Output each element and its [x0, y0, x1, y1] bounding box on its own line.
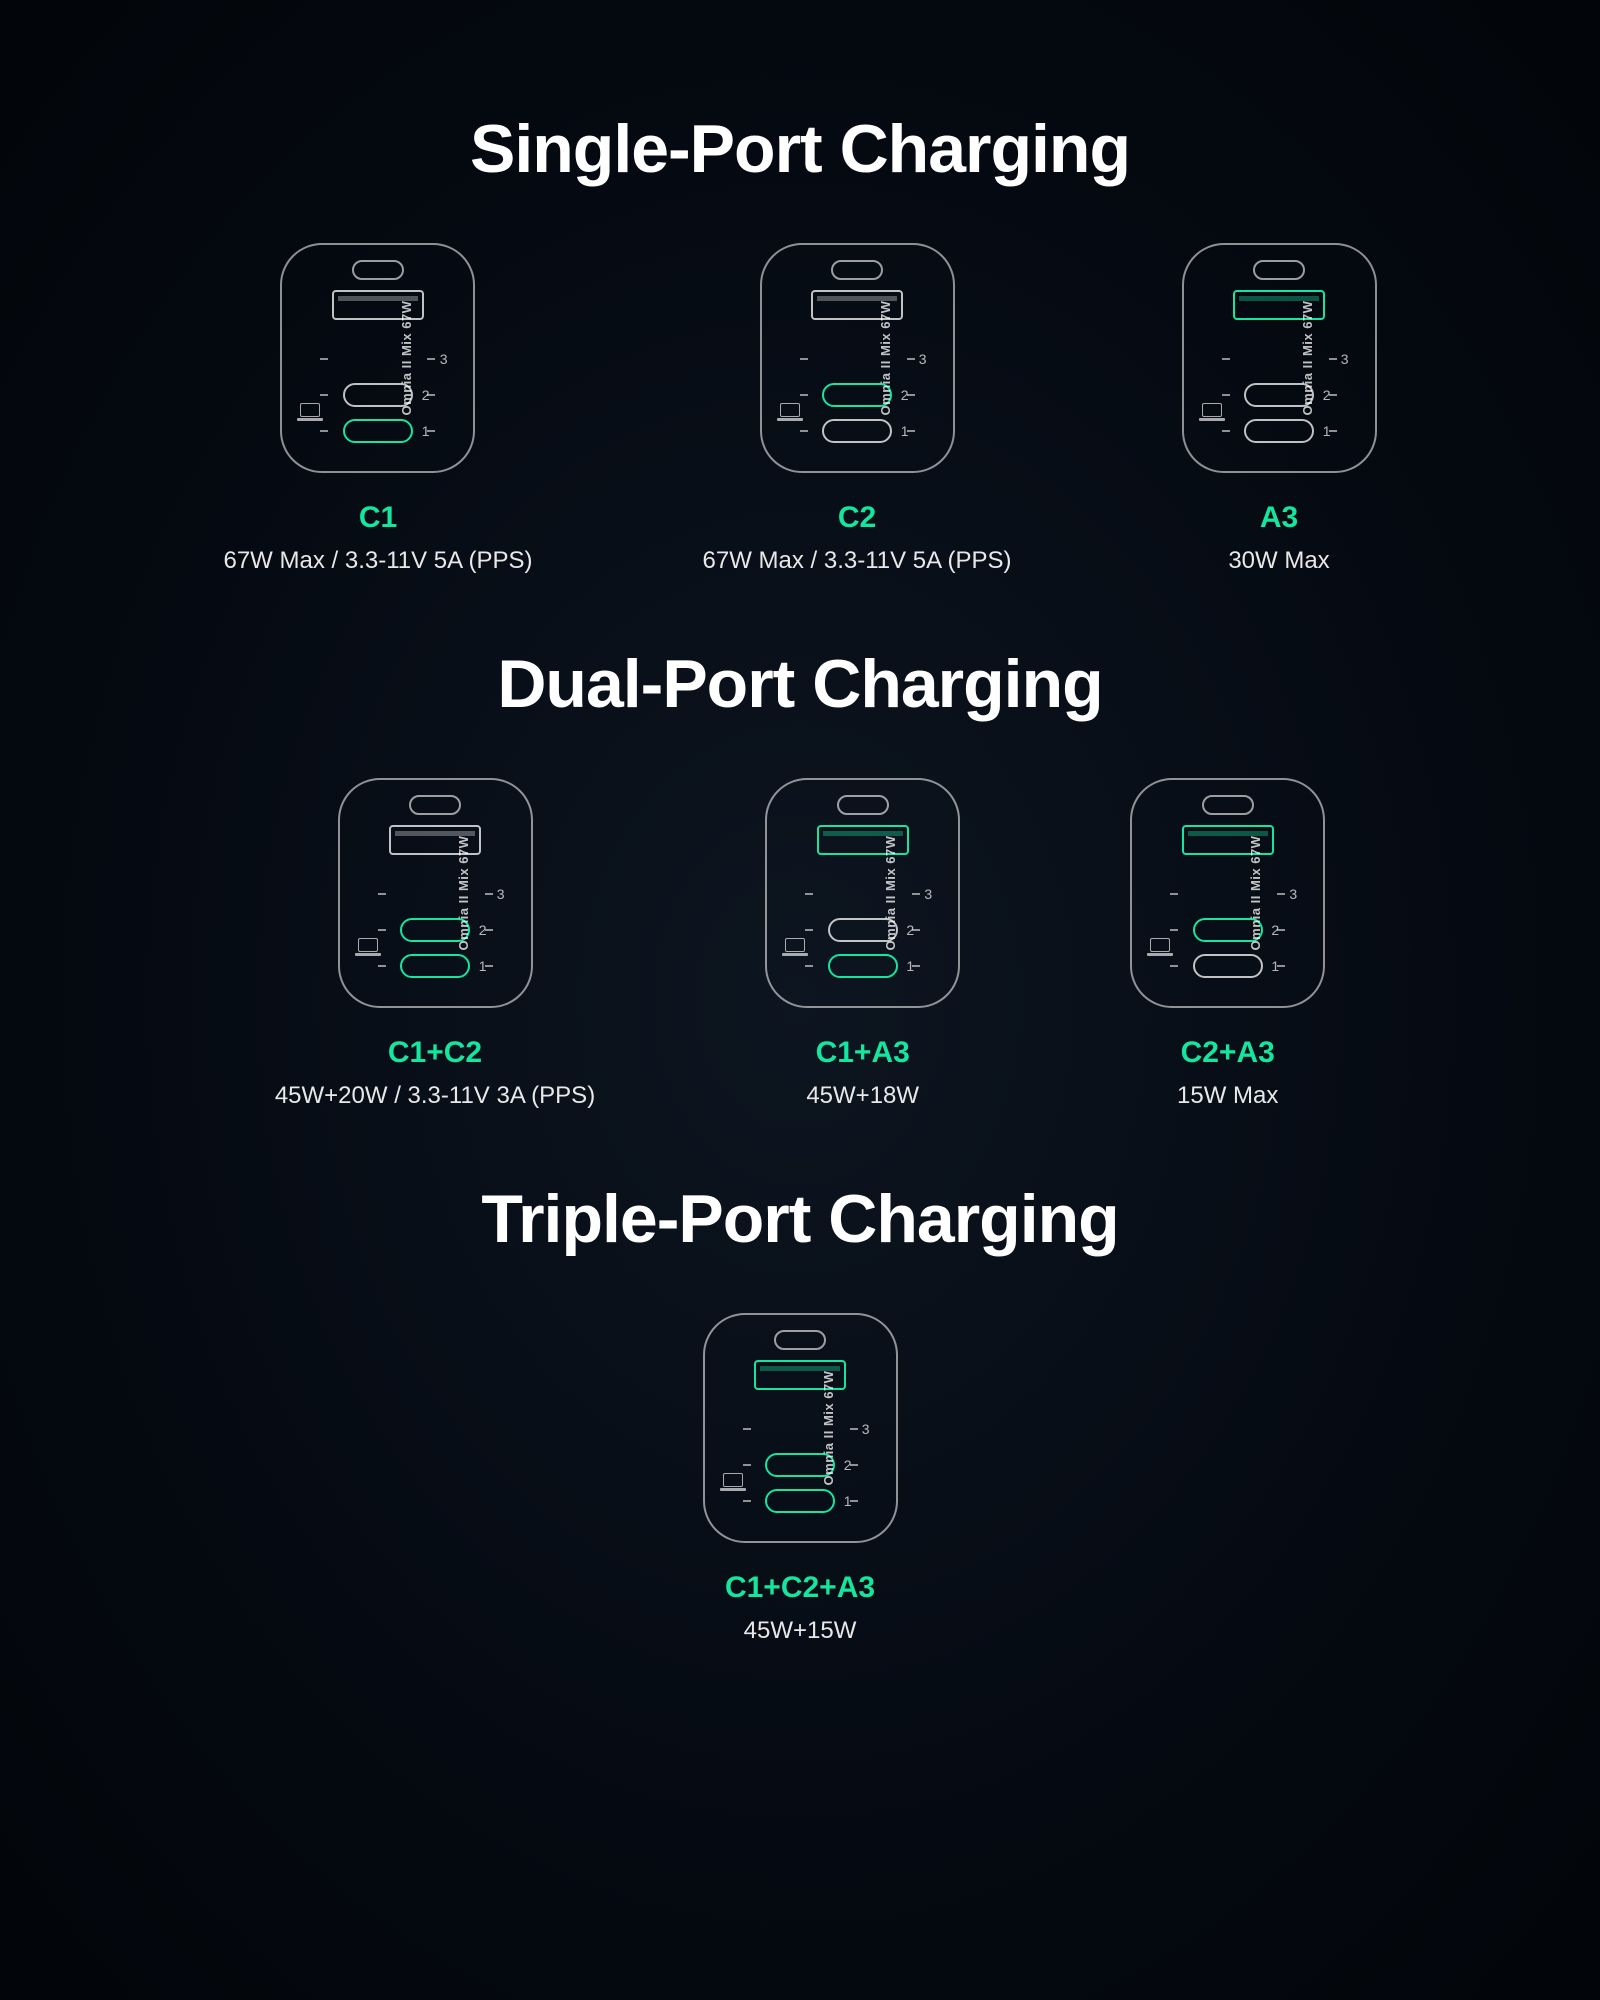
indicator-pill	[831, 260, 883, 280]
row-dual: 3 2 1 Omnia II Mix 67W C1+C2 45W+20W / 3…	[275, 778, 1325, 1110]
charger-diagram: 3 2 1 Omnia II Mix 67W	[765, 778, 960, 1008]
section-title-triple: Triple-Port Charging	[481, 1180, 1118, 1258]
product-side-label: Omnia II Mix 67W	[1248, 836, 1263, 951]
laptop-icon	[723, 1473, 743, 1487]
product-side-label: Omnia II Mix 67W	[399, 301, 414, 416]
laptop-icon	[358, 938, 378, 952]
spec-text: 67W Max / 3.3-11V 5A (PPS)	[223, 547, 532, 575]
indicator-pill	[837, 795, 889, 815]
charger-diagram: 3 2 1 Omnia II Mix 67W	[338, 778, 533, 1008]
usb-c-port-icon	[400, 954, 470, 978]
charger-diagram: 3 2 1 Omnia II Mix 67W	[760, 243, 955, 473]
usb-c-port-icon	[1244, 419, 1314, 443]
charger-diagram: 3 2 1 Omnia II Mix 67W	[280, 243, 475, 473]
indicator-pill	[352, 260, 404, 280]
card-c1c2: 3 2 1 Omnia II Mix 67W C1+C2 45W+20W / 3…	[275, 778, 595, 1110]
usb-c-port-icon	[822, 419, 892, 443]
product-side-label: Omnia II Mix 67W	[878, 301, 893, 416]
laptop-icon	[785, 938, 805, 952]
card-c1: 3 2 1 Omnia II Mix 67W C1 67W Max / 3.3-…	[223, 243, 532, 575]
usb-c-port-icon	[1193, 954, 1263, 978]
laptop-icon	[300, 403, 320, 417]
section-title-dual: Dual-Port Charging	[497, 645, 1102, 723]
laptop-icon	[1150, 938, 1170, 952]
indicator-pill	[774, 1330, 826, 1350]
usb-c-port-icon	[828, 954, 898, 978]
section-title-single: Single-Port Charging	[470, 110, 1130, 188]
spec-text: 67W Max / 3.3-11V 5A (PPS)	[703, 547, 1012, 575]
port-label: C1+A3	[816, 1036, 910, 1070]
product-side-label: Omnia II Mix 67W	[883, 836, 898, 951]
product-side-label: Omnia II Mix 67W	[456, 836, 471, 951]
indicator-pill	[1253, 260, 1305, 280]
product-side-label: Omnia II Mix 67W	[1300, 301, 1315, 416]
spec-text: 15W Max	[1177, 1082, 1278, 1110]
laptop-icon	[780, 403, 800, 417]
product-side-label: Omnia II Mix 67W	[821, 1371, 836, 1486]
card-a3: 3 2 1 Omnia II Mix 67W A3 30W Max	[1182, 243, 1377, 575]
charger-diagram: 3 2 1 Omnia II Mix 67W	[1130, 778, 1325, 1008]
spec-text: 45W+18W	[806, 1082, 919, 1110]
spec-text: 30W Max	[1228, 547, 1329, 575]
indicator-pill	[1202, 795, 1254, 815]
usb-c-port-icon	[765, 1489, 835, 1513]
port-label: C2	[838, 501, 876, 535]
laptop-icon	[1202, 403, 1222, 417]
charger-diagram: 3 2 1 Omnia II Mix 67W	[703, 1313, 898, 1543]
spec-text: 45W+15W	[744, 1617, 857, 1645]
port-label: C1	[359, 501, 397, 535]
usb-c-port-icon	[343, 419, 413, 443]
port-label: C1+C2	[388, 1036, 482, 1070]
card-c2a3: 3 2 1 Omnia II Mix 67W C2+A3 15W Max	[1130, 778, 1325, 1110]
spec-text: 45W+20W / 3.3-11V 3A (PPS)	[275, 1082, 595, 1110]
port-label: C1+C2+A3	[725, 1571, 875, 1605]
card-c1c2a3: 3 2 1 Omnia II Mix 67W C1+C2+A3 45W+15W	[703, 1313, 898, 1645]
card-c2: 3 2 1 Omnia II Mix 67W C2 67W Max / 3.3-…	[703, 243, 1012, 575]
row-single: 3 2 1 Omnia II Mix 67W C1 67W Max / 3.3-…	[223, 243, 1376, 575]
port-label: A3	[1260, 501, 1298, 535]
row-triple: 3 2 1 Omnia II Mix 67W C1+C2+A3 45W+15W	[703, 1313, 898, 1645]
card-c1a3: 3 2 1 Omnia II Mix 67W C1+A3 45W+18W	[765, 778, 960, 1110]
port-label: C2+A3	[1181, 1036, 1275, 1070]
indicator-pill	[409, 795, 461, 815]
charger-diagram: 3 2 1 Omnia II Mix 67W	[1182, 243, 1377, 473]
infographic-container: Single-Port Charging 3 2 1 Omnia II Mix …	[0, 0, 1600, 2000]
